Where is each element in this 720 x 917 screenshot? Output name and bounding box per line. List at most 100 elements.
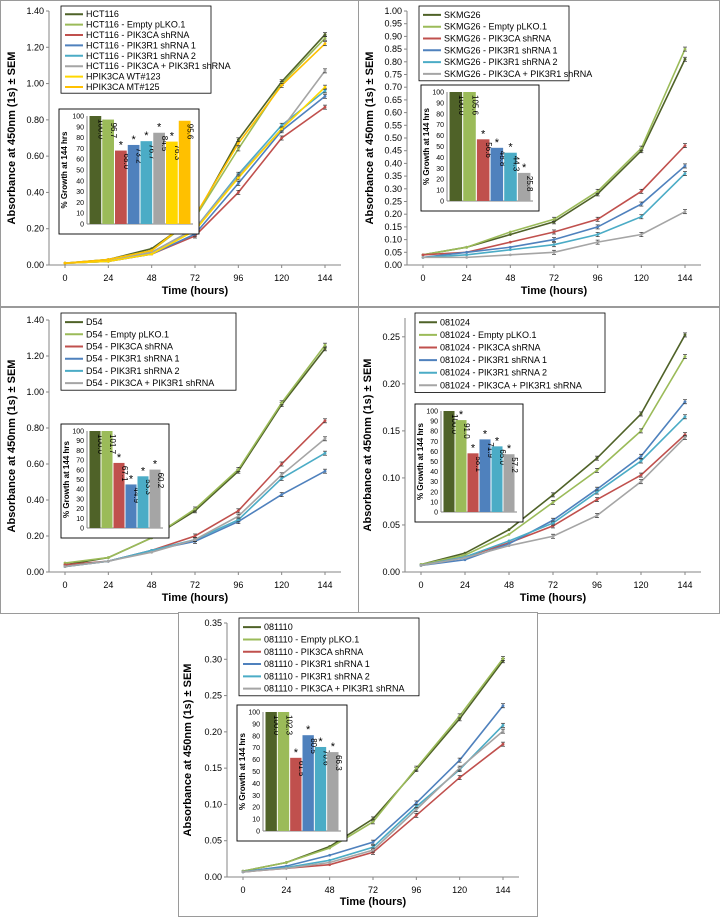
legend-label: 081110 - PIK3R1 shRNA 1 <box>264 659 370 669</box>
inset-y-tick-label: 70 <box>252 745 260 752</box>
legend-label: 081024 - PIK3CA shRNA <box>440 343 541 353</box>
data-point <box>414 808 418 811</box>
inset-bar-value-label: 91.0 <box>462 423 471 439</box>
y-tick-label: 0.60 <box>384 108 402 118</box>
inset-bar <box>443 411 455 512</box>
data-point <box>328 863 332 867</box>
data-point <box>683 400 687 404</box>
significance-star: * <box>483 428 488 440</box>
inset-y-tick-label: 60 <box>436 133 444 140</box>
data-point <box>150 249 154 252</box>
x-tick-label: 48 <box>147 580 157 590</box>
data-point <box>193 538 197 541</box>
inset-y-tick-label: 90 <box>430 419 438 426</box>
significance-star: * <box>144 130 149 142</box>
inset-bar-value-label: 56.6 <box>484 142 493 158</box>
y-tick-label: 0.35 <box>204 618 222 628</box>
data-point <box>639 454 643 458</box>
inset-y-tick-label: 30 <box>430 479 438 486</box>
legend-box <box>418 5 570 82</box>
y-tick-label: 0.05 <box>204 836 222 846</box>
data-point <box>193 507 197 511</box>
data-point <box>552 217 556 221</box>
x-tick-label: 120 <box>274 580 289 590</box>
data-point <box>323 347 327 351</box>
legend-label: SKMG26 - PIK3R1 shRNA 2 <box>444 57 558 67</box>
y-tick-label: 1.00 <box>26 79 44 89</box>
inset-y-tick-label: 0 <box>440 199 444 206</box>
data-point <box>551 521 555 525</box>
data-point <box>458 714 462 718</box>
data-point <box>323 105 327 109</box>
data-point <box>106 556 110 559</box>
x-axis-title: Time (hours) <box>162 285 229 297</box>
legend-label: SKMG26 - PIK3R1 shRNA 1 <box>444 45 558 55</box>
y-tick-label: 0.05 <box>382 520 400 530</box>
data-point <box>236 142 240 145</box>
inset-bar-value-label: 100.0 <box>450 414 459 435</box>
legend-label: D54 - PIK3CA + PIK3R1 shRNA <box>86 378 214 388</box>
x-tick-label: 48 <box>504 580 514 590</box>
x-tick-label: 24 <box>103 580 113 590</box>
inset-y-title: % Growth at 144 hrs <box>60 131 69 208</box>
significance-star: * <box>495 435 500 447</box>
inset-y-tick-label: 0 <box>80 526 84 533</box>
significance-star: * <box>459 409 464 421</box>
inset-y-tick-label: 80 <box>252 733 260 740</box>
inset-bar <box>102 119 114 224</box>
data-point <box>595 456 599 460</box>
y-tick-label: 0.80 <box>384 57 402 67</box>
legend-label: 081110 - PIK3CA shRNA <box>264 647 363 657</box>
data-point <box>280 473 284 477</box>
y-tick-label: 0.80 <box>26 115 44 125</box>
data-point <box>328 853 332 857</box>
significance-star: * <box>153 459 158 471</box>
inset-y-tick-label: 0 <box>256 829 260 836</box>
legend-label: HCT116 - PIK3CA shRNA <box>86 30 189 40</box>
y-tick-label: 1.20 <box>26 42 44 52</box>
y-tick-label: 0.35 <box>384 171 402 181</box>
data-point <box>683 210 687 214</box>
x-tick-label: 120 <box>452 885 467 895</box>
inset-y-tick-label: 100 <box>72 429 84 436</box>
data-point <box>280 462 284 466</box>
y-tick-label: 1.00 <box>26 387 44 397</box>
inset-bar <box>125 484 137 528</box>
x-tick-label: 48 <box>505 273 515 283</box>
data-point <box>596 240 600 244</box>
chart-panel-skmg26: 0.00 0.05 0.10 0.15 0.20 0.25 0.30 0.35 0.40 0.45… <box>358 0 720 307</box>
data-point <box>323 89 327 93</box>
chart-svg-skmg26: 0.00 0.05 0.10 0.15 0.20 0.25 0.30 0.35 0.40 0.45… <box>364 5 701 297</box>
inset-bar-value-label: 73.2 <box>135 148 144 164</box>
x-tick-label: 72 <box>190 580 200 590</box>
y-tick-label: 0.30 <box>204 654 222 664</box>
y-axis-title: Absorbance at 450nm (1s) ± SEM <box>364 52 376 225</box>
inset-bar-value-label: 96.7 <box>109 123 118 139</box>
inset-bar-value-label: 76.3 <box>173 145 182 161</box>
inset-bar <box>503 454 515 512</box>
data-point <box>595 514 599 517</box>
significance-star: * <box>294 747 299 759</box>
data-point <box>508 253 512 257</box>
inset-bar-value-label: 57.2 <box>510 457 519 473</box>
y-axis-title: Absorbance at 450nm (1s) ± SEM <box>6 360 18 533</box>
inset-bar-value-label: 65.0 <box>498 449 507 465</box>
data-point <box>236 514 240 518</box>
data-point <box>507 528 511 532</box>
data-point <box>551 500 555 504</box>
data-point <box>639 473 643 477</box>
data-point <box>683 436 687 439</box>
data-point <box>328 858 332 862</box>
inset-y-tick-label: 80 <box>76 135 84 142</box>
x-tick-label: 0 <box>62 273 67 283</box>
data-point <box>106 559 110 563</box>
inset-bar-value-label: 58.1 <box>474 456 483 472</box>
inset-bar <box>314 746 327 831</box>
data-point <box>280 493 284 496</box>
inset-y-tick-label: 20 <box>76 200 84 207</box>
data-point <box>323 94 327 98</box>
inset-y-title: % Growth at 144 hrs <box>238 733 247 810</box>
data-point <box>639 189 643 193</box>
data-point <box>551 534 555 538</box>
inset-bar <box>491 446 503 512</box>
